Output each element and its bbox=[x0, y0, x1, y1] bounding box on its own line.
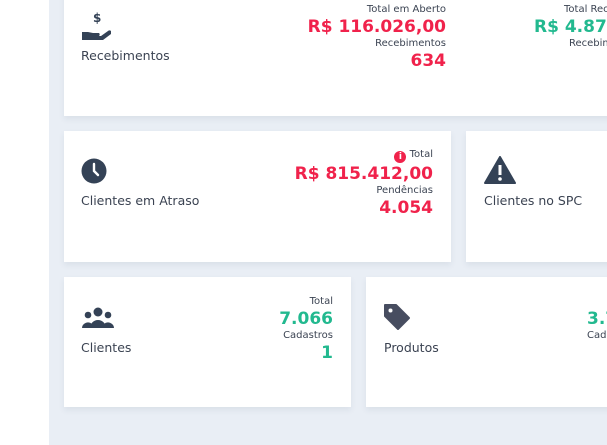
warning-icon bbox=[484, 156, 516, 184]
card-title: Clientes no SPC bbox=[484, 193, 583, 208]
stats-open: Total em Aberto R$ 116.026,00 Recebiment… bbox=[308, 4, 446, 72]
stats-total: 3.7 Cad bbox=[587, 308, 607, 342]
card-title: Clientes em Atraso bbox=[81, 193, 200, 208]
card-produtos[interactable]: Produtos 3.7 Cad bbox=[366, 277, 607, 407]
stats-total: i Total R$ 815.412,00 Pendências 4.054 bbox=[295, 149, 433, 219]
label: Cad bbox=[587, 330, 607, 341]
value: R$ 815.412,00 bbox=[294, 164, 433, 184]
label: Total bbox=[309, 296, 333, 307]
value: 1 bbox=[321, 343, 333, 363]
stats-total: Total 7.066 Cadastros 1 bbox=[279, 296, 333, 364]
label: Total bbox=[409, 149, 433, 160]
clock-icon bbox=[81, 158, 107, 184]
value: R$ 4.872 bbox=[534, 17, 607, 37]
card-title: Recebimentos bbox=[81, 48, 170, 63]
card-recebimentos[interactable]: $ Recebimentos Total em Aberto R$ 116.02… bbox=[64, 0, 607, 116]
card-clientes-atraso[interactable]: Clientes em Atraso i Total R$ 815.412,00… bbox=[64, 131, 451, 262]
card-title: Clientes bbox=[81, 340, 132, 355]
label: Pendências bbox=[376, 185, 433, 196]
label: Cadastros bbox=[283, 330, 333, 341]
sidebar bbox=[0, 0, 49, 445]
card-title: Produtos bbox=[384, 340, 439, 355]
value: 634 bbox=[410, 51, 447, 71]
label: Recebim bbox=[569, 38, 607, 49]
hand-dollar-icon: $ bbox=[82, 12, 111, 40]
stats-received: Total Rec R$ 4.872 Recebim bbox=[534, 4, 607, 50]
tag-icon bbox=[384, 304, 410, 330]
value: 3.7 bbox=[587, 309, 607, 329]
value: 4.054 bbox=[379, 198, 433, 218]
users-icon bbox=[82, 307, 114, 328]
label: Recebimentos bbox=[375, 38, 446, 49]
label: Total em Aberto bbox=[366, 4, 446, 15]
info-icon[interactable]: i bbox=[394, 151, 407, 163]
value: R$ 116.026,00 bbox=[307, 17, 446, 37]
value: 7.066 bbox=[279, 309, 333, 329]
card-clientes[interactable]: Clientes Total 7.066 Cadastros 1 bbox=[64, 277, 351, 407]
svg-text:$: $ bbox=[93, 12, 101, 25]
card-clientes-spc[interactable]: Clientes no SPC bbox=[466, 131, 607, 262]
label: Total Rec bbox=[564, 4, 607, 15]
